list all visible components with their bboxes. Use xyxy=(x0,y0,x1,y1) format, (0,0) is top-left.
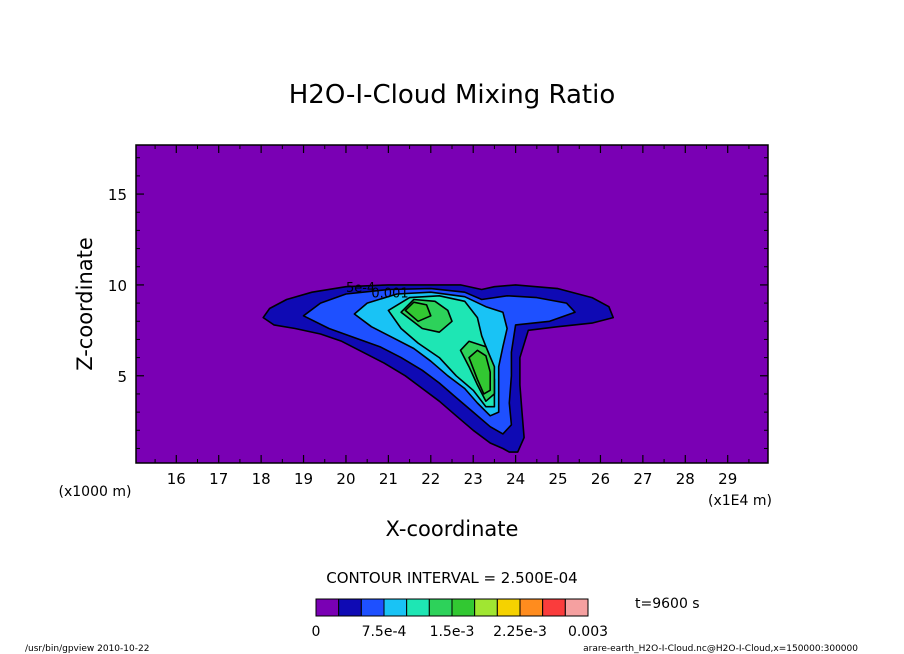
x-tick-label: 25 xyxy=(548,470,567,488)
chart-title: H2O-I-Cloud Mixing Ratio xyxy=(289,80,616,110)
colorbar-cell xyxy=(451,598,476,617)
colorbar-cell xyxy=(406,598,430,617)
footer-right: arare-earth_H2O-I-Cloud.nc@H2O-I-Cloud,x… xyxy=(583,644,858,654)
y-tick-label: 15 xyxy=(108,186,127,204)
x-tick-label: 18 xyxy=(252,470,271,488)
x-tick-label: 27 xyxy=(633,470,652,488)
colorbar-cell xyxy=(474,598,498,617)
y-axis-ticks: 5 10 15 xyxy=(108,157,768,449)
colorbar-cell xyxy=(360,598,385,617)
colorbar-tick-label: 2.25e-3 xyxy=(493,624,547,640)
colorbar-cell xyxy=(315,598,340,617)
contour-region xyxy=(468,349,492,395)
colorbar-cell xyxy=(496,598,521,617)
x-tick-label: 28 xyxy=(676,470,695,488)
colorbar-cell xyxy=(383,598,408,617)
contour-value-label: 5e-4 xyxy=(346,281,375,296)
contour-value-label: 0.001 xyxy=(371,287,408,302)
colorbar-cell xyxy=(542,598,566,617)
x-tick-label: 16 xyxy=(167,470,186,488)
colorbar-cell xyxy=(564,598,589,617)
colorbar xyxy=(315,598,589,617)
x-tick-label: 24 xyxy=(506,470,525,488)
contour-region xyxy=(404,301,432,323)
colorbar-cell xyxy=(519,598,544,617)
contour-labels: 5e-40.001 xyxy=(346,281,409,301)
x-tick-label: 20 xyxy=(336,470,355,488)
time-label: t=9600 s xyxy=(635,596,700,612)
colorbar-tick-label: 1.5e-3 xyxy=(430,624,475,640)
y-tick-label: 10 xyxy=(108,277,127,295)
y-tick-label: 5 xyxy=(117,368,127,386)
colorbar-tick-label: 0 xyxy=(312,624,321,640)
x-axis-label: X-coordinate xyxy=(386,517,519,541)
x-tick-label: 22 xyxy=(421,470,440,488)
x-tick-label: 23 xyxy=(464,470,483,488)
contour-regions xyxy=(262,284,615,453)
x-tick-label: 17 xyxy=(209,470,228,488)
contour-interval-text: CONTOUR INTERVAL = 2.500E-04 xyxy=(326,569,577,587)
colorbar-cell xyxy=(338,598,362,617)
x-tick-label: 26 xyxy=(591,470,610,488)
x-unit-right: (x1E4 m) xyxy=(708,493,772,509)
x-tick-label: 21 xyxy=(379,470,398,488)
x-tick-label: 19 xyxy=(294,470,313,488)
colorbar-cell xyxy=(428,598,453,617)
colorbar-tick-labels: 0 7.5e-4 1.5e-3 2.25e-3 0.003 xyxy=(312,624,609,640)
y-axis-label: Z-coordinate xyxy=(73,237,97,371)
x-unit-left: (x1000 m) xyxy=(59,484,132,500)
colorbar-tick-label: 0.003 xyxy=(568,624,608,640)
x-axis-ticks: 16 17 18 19 20 21 22 23 24 25 26 27 28 29 xyxy=(154,145,750,488)
footer-left: /usr/bin/gpview 2010-10-22 xyxy=(25,644,149,654)
x-tick-label: 29 xyxy=(718,470,737,488)
colorbar-tick-label: 7.5e-4 xyxy=(362,624,407,640)
